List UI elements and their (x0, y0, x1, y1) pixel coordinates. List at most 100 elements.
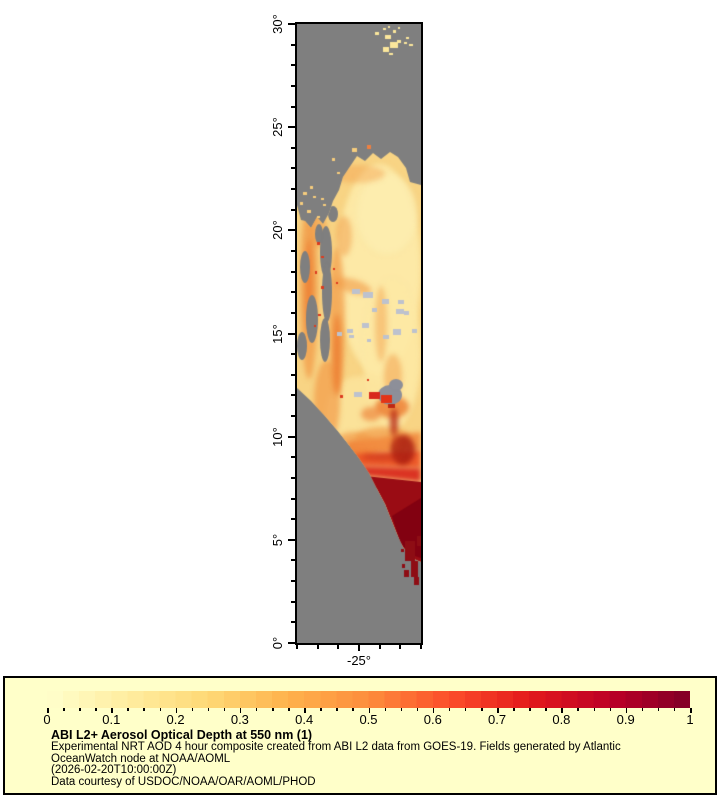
lat-minor-tick (291, 43, 295, 46)
lon-minor-tick (337, 645, 340, 649)
lat-major-tick (288, 126, 295, 129)
colorbar-minor-tick (320, 708, 322, 711)
colorbar-major-tick (432, 708, 435, 713)
colorbar-minor-tick (191, 708, 194, 711)
lat-minor-tick (291, 188, 295, 191)
colorbar-minor-tick (577, 708, 579, 711)
legend-panel: 0 0.1 0.2 0.3 0.4 0.5 0.6 0.7 0.8 0.9 1 ABI L2+ Ae… (3, 676, 717, 795)
colorbar-major-tick (561, 708, 563, 713)
lat-minor-tick (291, 518, 295, 521)
colorbar-minor-tick (159, 708, 162, 711)
colorbar-minor-tick (336, 708, 338, 711)
colorbar-minor-tick (352, 708, 354, 711)
colorbar-tick-label: 0.9 (616, 712, 635, 727)
colorbar-minor-tick (657, 708, 660, 711)
colorbar-major-tick (368, 708, 370, 713)
lat-tick-label: 25° (270, 117, 285, 137)
lat-minor-tick (291, 600, 295, 603)
lon-minor-tick (316, 645, 319, 649)
lat-minor-tick (291, 580, 295, 583)
lat-minor-tick (291, 394, 295, 397)
colorbar-major-tick (625, 708, 628, 713)
legend-description-line: Experimental NRT AOD 4 hour composite cr… (51, 741, 621, 753)
lat-minor-tick (291, 270, 295, 273)
lat-minor-tick (291, 105, 295, 108)
colorbar-minor-tick (400, 708, 403, 711)
lat-minor-tick (291, 311, 295, 314)
aod-raster-canvas (297, 24, 421, 643)
lon-minor-tick (296, 645, 298, 649)
lat-tick-label: 5° (270, 533, 285, 547)
lon-minor-tick (420, 645, 422, 649)
colorbar-major-tick (175, 708, 178, 713)
colorbar-tick-label: 0.1 (102, 712, 121, 727)
colorbar-minor-tick (384, 708, 387, 711)
colorbar-minor-tick (255, 708, 258, 711)
lat-major-tick (288, 23, 295, 25)
lat-minor-tick (291, 167, 295, 170)
lat-minor-tick (291, 64, 295, 67)
lat-major-tick (288, 229, 295, 232)
lat-minor-tick (291, 353, 295, 356)
lat-minor-tick (291, 456, 295, 459)
lat-tick-label: 10° (270, 426, 285, 447)
legend-text: ABI L2+ Aerosol Optical Depth at 550 nm … (51, 729, 705, 789)
colorbar-tick-label: 0.4 (295, 712, 314, 727)
colorbar-minor-tick (288, 708, 290, 711)
lat-tick-label: 30° (270, 14, 285, 34)
colorbar-tick-label: 1 (686, 712, 694, 727)
legend-credit: Data courtesy of USDOC/NOAA/OAR/AOML/PHO… (51, 776, 316, 789)
lat-minor-tick (291, 249, 295, 252)
colorbar-tick-label: 0.6 (423, 712, 442, 727)
colorbar-tick-label: 0.5 (359, 712, 378, 727)
colorbar-minor-tick (529, 708, 531, 711)
colorbar-minor-tick (593, 708, 596, 711)
lat-major-tick (288, 332, 295, 335)
colorbar-major-tick (111, 708, 113, 713)
lat-tick-label: 15° (270, 323, 285, 344)
lat-minor-tick (291, 373, 295, 376)
legend-timestamp: (2026-02-20T10:00:00Z) (51, 764, 177, 777)
colorbar-minor-tick (416, 708, 419, 711)
colorbar-minor-tick (95, 708, 97, 711)
colorbar-major-tick (304, 708, 306, 713)
lon-major-tick (358, 645, 360, 651)
lat-minor-tick (291, 621, 295, 624)
lat-minor-tick (291, 291, 295, 294)
colorbar-minor-tick (79, 708, 81, 711)
lat-major-tick (288, 435, 295, 438)
lat-minor-tick (291, 415, 295, 418)
colorbar-minor-tick (545, 708, 547, 711)
colorbar-major-tick (690, 708, 692, 713)
lat-tick-label: 20° (270, 220, 285, 241)
lon-tick-label: -25° (347, 653, 371, 668)
colorbar-minor-tick (609, 708, 612, 711)
colorbar-tick-label: 0 (43, 712, 51, 727)
colorbar-minor-tick (448, 708, 451, 711)
colorbar-major-tick (239, 708, 242, 713)
lat-minor-tick (291, 208, 295, 211)
lat-minor-tick (291, 476, 295, 479)
colorbar-minor-tick (63, 708, 65, 711)
colorbar-tick-label: 0.2 (166, 712, 185, 727)
lat-minor-tick (291, 84, 295, 87)
colorbar-minor-tick (641, 708, 644, 711)
colorbar-major-tick (47, 708, 49, 713)
colorbar-minor-tick (513, 708, 515, 711)
colorbar (47, 691, 690, 708)
lat-tick-label: 0° (270, 636, 285, 650)
lon-minor-tick (378, 645, 381, 649)
colorbar-minor-tick (143, 708, 145, 711)
colorbar-major-tick (497, 708, 499, 713)
colorbar-minor-tick (481, 708, 483, 711)
colorbar-minor-tick (223, 708, 226, 711)
colorbar-minor-tick (673, 708, 676, 711)
colorbar-tick-label: 0.7 (488, 712, 507, 727)
lat-minor-tick (291, 146, 295, 149)
lat-major-tick (288, 538, 295, 541)
colorbar-minor-tick (464, 708, 467, 711)
lon-minor-tick (399, 645, 402, 649)
colorbar-minor-tick (207, 708, 210, 711)
lat-minor-tick (291, 559, 295, 562)
